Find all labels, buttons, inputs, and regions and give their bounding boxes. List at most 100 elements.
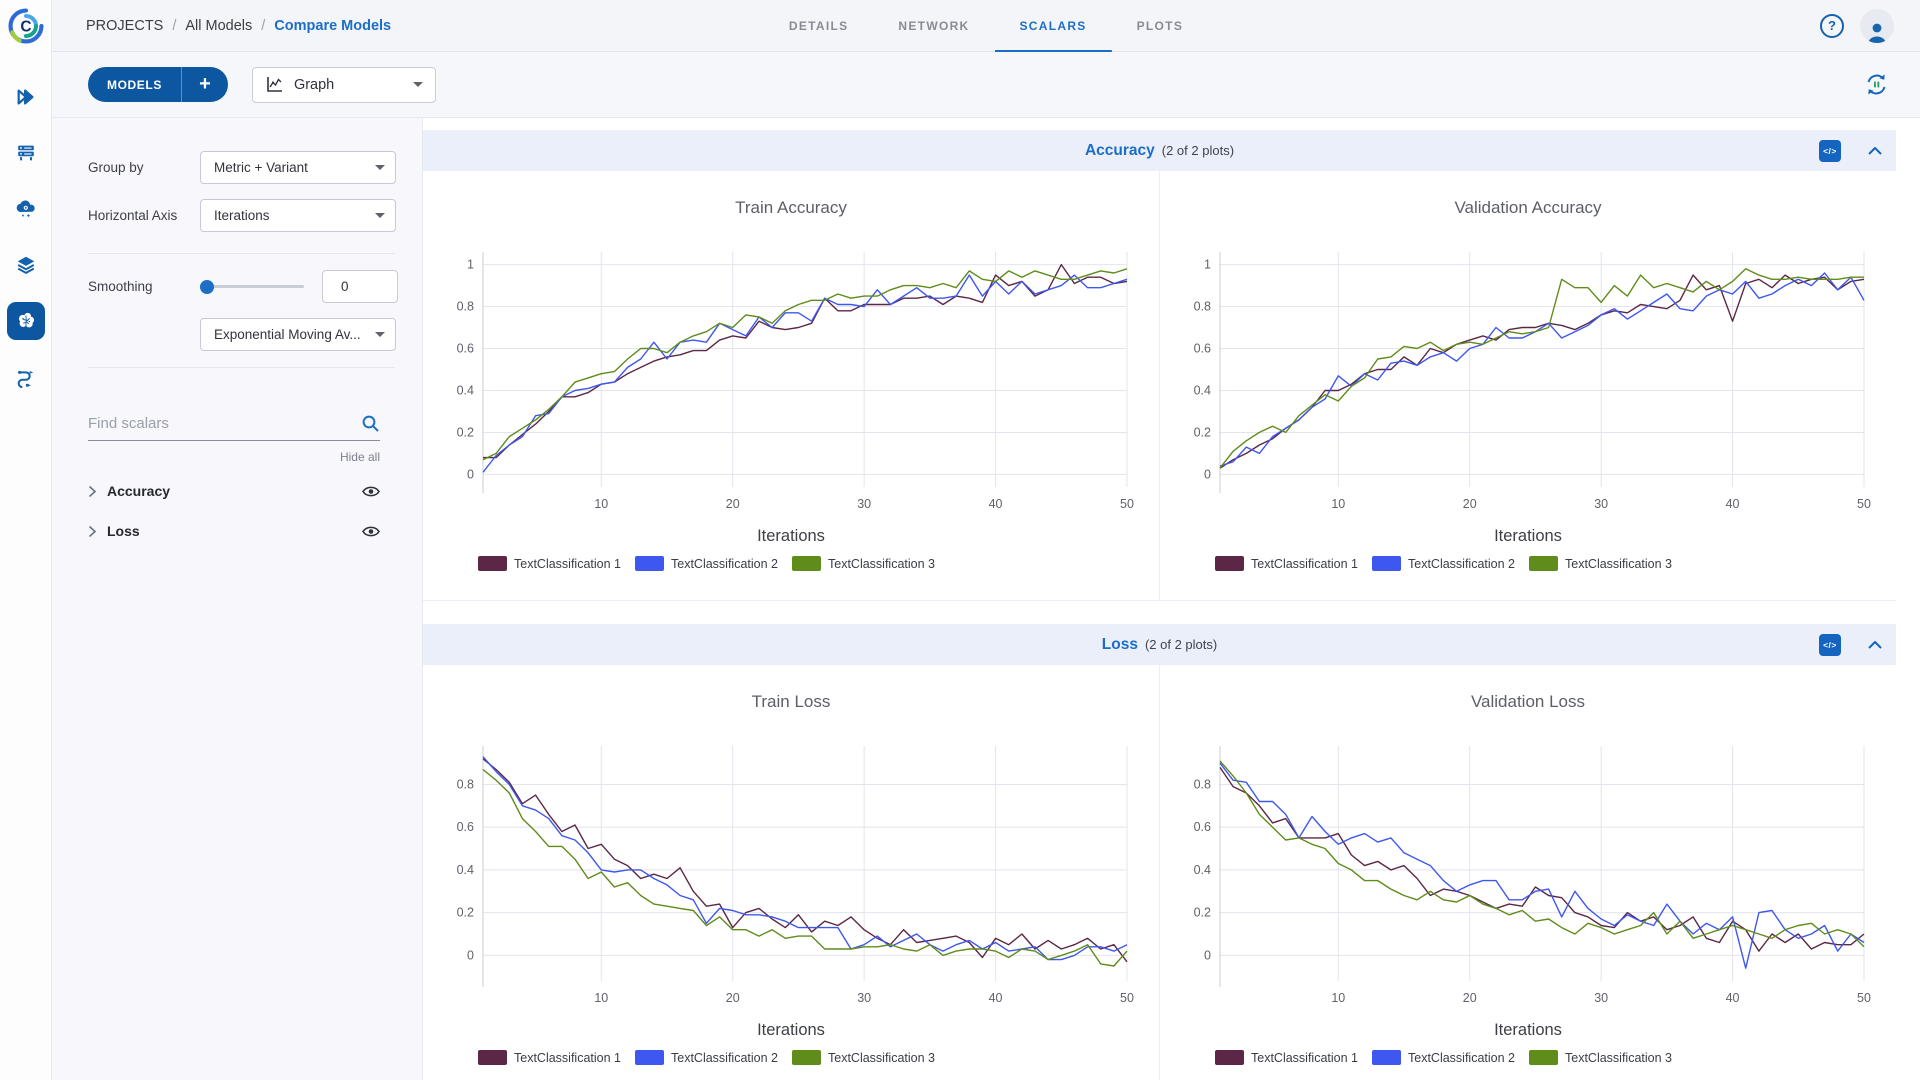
x-tick-label: 50	[1120, 497, 1134, 511]
collapse-section-icon[interactable]	[1868, 640, 1882, 649]
slider-thumb[interactable]	[200, 279, 214, 294]
series-line[interactable]	[482, 274, 1128, 473]
rail-item-cloud-autoscaler[interactable]	[7, 190, 45, 228]
series-line[interactable]	[482, 268, 1128, 461]
series-line[interactable]	[1219, 762, 1865, 969]
view-selector[interactable]: Graph	[251, 66, 436, 103]
legend-label: TextClassification 3	[1565, 1050, 1672, 1065]
band-title-wrap: Accuracy (2 of 2 plots)	[1085, 142, 1234, 160]
smoothing-value-input[interactable]	[322, 270, 398, 303]
left-rail: C	[0, 0, 52, 1080]
metric-section-accuracy: Accuracy (2 of 2 plots) </> Train Accuracy 0…	[423, 130, 1896, 601]
tab-plots[interactable]: PLOTS	[1136, 18, 1184, 33]
rail-item-models[interactable]	[6, 302, 45, 340]
series-line[interactable]	[1219, 767, 1865, 952]
help-icon[interactable]: ?	[1820, 13, 1844, 38]
chart-title: Train Loss	[751, 692, 831, 711]
series-line[interactable]	[482, 768, 1128, 967]
y-tick-label: 0.8	[457, 300, 474, 314]
legend-label: TextClassification 1	[514, 1050, 621, 1065]
divider	[88, 367, 395, 368]
find-scalars-search	[88, 414, 380, 441]
eye-icon[interactable]	[362, 525, 380, 538]
cloud-gear-icon	[16, 200, 35, 217]
y-tick-label: 0	[1204, 948, 1211, 962]
embed-code-icon[interactable]: </>	[1819, 633, 1841, 656]
series-line[interactable]	[1219, 272, 1865, 467]
add-model-button[interactable]: +	[199, 73, 211, 95]
line-chart[interactable]: 0 0.2 0.4 0.6 0.8 10 20 30 40 50	[431, 732, 1145, 1017]
group-by-value: Metric + Variant	[214, 160, 308, 175]
line-chart[interactable]: 0 0.2 0.4 0.6 0.8 1 10 20 30 40 50	[431, 238, 1145, 523]
chevron-right-icon[interactable]	[88, 525, 97, 538]
breadcrumb-separator: /	[261, 17, 266, 34]
smoothing-method-value: Exponential Moving Av...	[214, 327, 361, 342]
series-line[interactable]	[482, 756, 1128, 961]
hide-all-button[interactable]: Hide all	[339, 450, 380, 464]
metric-group-label: Accuracy	[107, 483, 171, 499]
smoothing-method-select[interactable]: Exponential Moving Av...	[200, 318, 396, 351]
tab-network[interactable]: NETWORK	[898, 18, 970, 33]
rail-item-projects[interactable]	[7, 78, 45, 116]
metric-group-accuracy[interactable]: Accuracy	[88, 471, 380, 511]
x-tick-label: 10	[594, 497, 608, 511]
x-axis-label: Iterations	[1494, 527, 1562, 545]
x-tick-label: 10	[594, 991, 608, 1005]
series-line[interactable]	[483, 263, 1128, 459]
legend-item[interactable]: TextClassification 3	[1529, 556, 1672, 571]
series-line[interactable]	[1219, 760, 1865, 948]
metric-group-loss[interactable]: Loss	[88, 511, 380, 551]
chart-legend: TextClassification 1 TextClassification 2…	[1215, 556, 1896, 571]
legend-item[interactable]: TextClassification 3	[1529, 1050, 1672, 1065]
legend-item[interactable]: TextClassification 3	[792, 556, 935, 571]
series-line[interactable]	[482, 758, 1128, 963]
models-button[interactable]: MODELS +	[88, 67, 228, 102]
find-scalars-input[interactable]	[88, 415, 361, 432]
legend-item[interactable]: TextClassification 3	[792, 1050, 935, 1065]
legend-item[interactable]: TextClassification 1	[1215, 556, 1358, 571]
search-icon[interactable]	[361, 414, 380, 433]
eye-icon[interactable]	[362, 485, 380, 498]
section-charts-row: Train Loss 0 0.2 0.4 0.6 0.8 10 20 30 40 50 Iterati…	[423, 665, 1896, 1080]
y-tick-label: 0.6	[1194, 820, 1211, 834]
x-tick-label: 10	[1331, 991, 1345, 1005]
legend-item[interactable]: TextClassification 2	[1372, 1050, 1515, 1065]
legend-item[interactable]: TextClassification 1	[478, 1050, 621, 1065]
line-chart[interactable]: 0 0.2 0.4 0.6 0.8 1 10 20 30 40 50	[1168, 238, 1882, 523]
rail-item-workers-queues[interactable]	[7, 134, 45, 172]
auto-refresh-button[interactable]	[1863, 71, 1890, 98]
tab-details[interactable]: DETAILS	[788, 18, 849, 33]
legend-item[interactable]: TextClassification 2	[635, 556, 778, 571]
avatar[interactable]	[1860, 8, 1894, 43]
rail-item-datasets[interactable]	[7, 246, 45, 284]
collapse-section-icon[interactable]	[1868, 146, 1882, 155]
breadcrumb-projects[interactable]: PROJECTS	[86, 17, 164, 34]
x-tick-label: 50	[1120, 991, 1134, 1005]
series-line[interactable]	[1219, 274, 1865, 469]
breadcrumb-all-models[interactable]: All Models	[185, 17, 253, 34]
smoothing-slider[interactable]	[200, 279, 304, 294]
chevron-right-icon[interactable]	[88, 485, 97, 498]
x-tick-label: 40	[1726, 497, 1740, 511]
y-tick-label: 0	[467, 948, 474, 962]
legend-swatch	[1215, 556, 1244, 571]
line-chart[interactable]: 0 0.2 0.4 0.6 0.8 10 20 30 40 50	[1168, 732, 1882, 1017]
horizontal-axis-select[interactable]: Iterations	[200, 199, 396, 232]
y-tick-label: 0.8	[1194, 777, 1211, 791]
slider-track[interactable]	[200, 285, 304, 288]
embed-code-icon[interactable]: </>	[1819, 139, 1841, 162]
tab-scalars[interactable]: SCALARS	[995, 0, 1112, 52]
logo-letter: C	[20, 18, 31, 35]
group-by-select[interactable]: Metric + Variant	[200, 151, 396, 184]
legend-item[interactable]: TextClassification 1	[1215, 1050, 1358, 1065]
series-line[interactable]	[1219, 268, 1864, 469]
rail-item-pipelines[interactable]	[7, 358, 45, 396]
clearml-logo[interactable]: C	[6, 6, 46, 46]
x-tick-label: 20	[726, 497, 740, 511]
legend-label: TextClassification 2	[1408, 1050, 1515, 1065]
legend-item[interactable]: TextClassification 2	[635, 1050, 778, 1065]
legend-item[interactable]: TextClassification 2	[1372, 556, 1515, 571]
legend-item[interactable]: TextClassification 1	[478, 556, 621, 571]
y-tick-label: 0.2	[1194, 425, 1211, 439]
